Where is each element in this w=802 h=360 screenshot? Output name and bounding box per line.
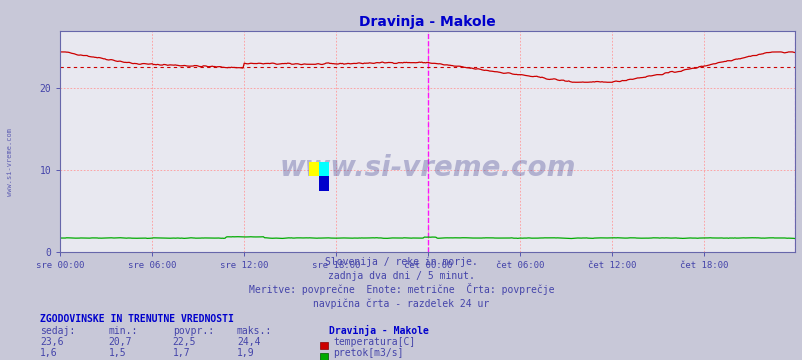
Bar — [319, 162, 329, 176]
Text: 1,9: 1,9 — [237, 348, 254, 358]
Text: 23,6: 23,6 — [40, 337, 63, 347]
Text: Dravinja - Makole: Dravinja - Makole — [329, 325, 428, 336]
Text: 1,6: 1,6 — [40, 348, 58, 358]
Text: 1,7: 1,7 — [172, 348, 190, 358]
Text: zadnja dva dni / 5 minut.: zadnja dva dni / 5 minut. — [328, 271, 474, 281]
Text: 22,5: 22,5 — [172, 337, 196, 347]
Text: maks.:: maks.: — [237, 326, 272, 336]
Text: pretok[m3/s]: pretok[m3/s] — [333, 348, 403, 358]
Text: 1,5: 1,5 — [108, 348, 126, 358]
Text: www.si-vreme.com: www.si-vreme.com — [279, 154, 575, 182]
Bar — [309, 162, 319, 176]
Text: ZGODOVINSKE IN TRENUTNE VREDNOSTI: ZGODOVINSKE IN TRENUTNE VREDNOSTI — [40, 314, 233, 324]
Text: min.:: min.: — [108, 326, 138, 336]
Text: www.si-vreme.com: www.si-vreme.com — [6, 128, 13, 196]
Text: sedaj:: sedaj: — [40, 326, 75, 336]
Text: 24,4: 24,4 — [237, 337, 260, 347]
Text: temperatura[C]: temperatura[C] — [333, 337, 415, 347]
Text: 20,7: 20,7 — [108, 337, 132, 347]
Text: povpr.:: povpr.: — [172, 326, 213, 336]
Text: Meritve: povprečne  Enote: metrične  Črta: povprečje: Meritve: povprečne Enote: metrične Črta:… — [249, 283, 553, 296]
Text: Slovenija / reke in morje.: Slovenija / reke in morje. — [325, 257, 477, 267]
Text: navpična črta - razdelek 24 ur: navpična črta - razdelek 24 ur — [313, 298, 489, 309]
Title: Dravinja - Makole: Dravinja - Makole — [358, 15, 496, 30]
Bar — [319, 176, 329, 191]
